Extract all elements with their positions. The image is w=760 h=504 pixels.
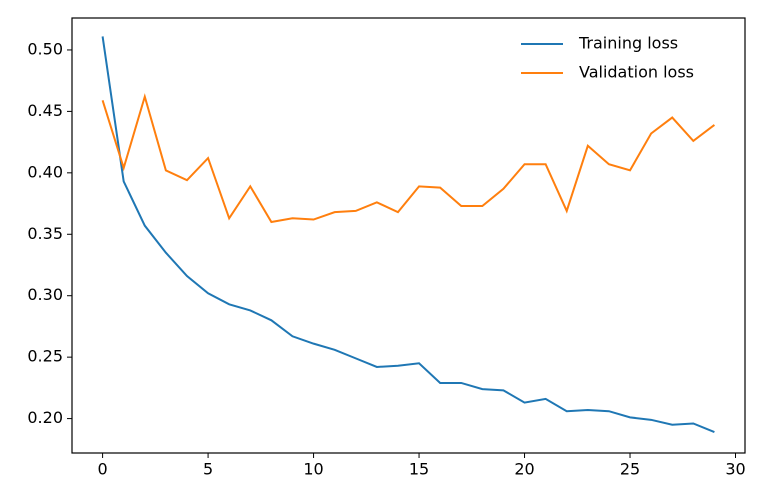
x-tick-label: 30 — [725, 460, 745, 479]
y-tick-label: 0.50 — [27, 39, 63, 58]
y-tick-label: 0.45 — [27, 101, 63, 120]
legend-label: Validation loss — [579, 63, 694, 82]
x-tick-label: 0 — [97, 460, 107, 479]
y-tick-label: 0.25 — [27, 347, 63, 366]
y-tick-label: 0.20 — [27, 408, 63, 427]
x-tick-label: 5 — [203, 460, 213, 479]
x-tick-label: 15 — [409, 460, 429, 479]
x-tick-label: 20 — [514, 460, 534, 479]
plot-frame — [71, 17, 746, 454]
y-tick-label: 0.40 — [27, 162, 63, 181]
line — [101, 36, 715, 434]
x-tick-label: 25 — [620, 460, 640, 479]
legend-label: Training loss — [578, 34, 678, 53]
y-tick-label: 0.30 — [27, 285, 63, 304]
line — [101, 93, 716, 224]
y-tick-label: 0.35 — [27, 224, 63, 243]
x-tick-label: 10 — [303, 460, 323, 479]
